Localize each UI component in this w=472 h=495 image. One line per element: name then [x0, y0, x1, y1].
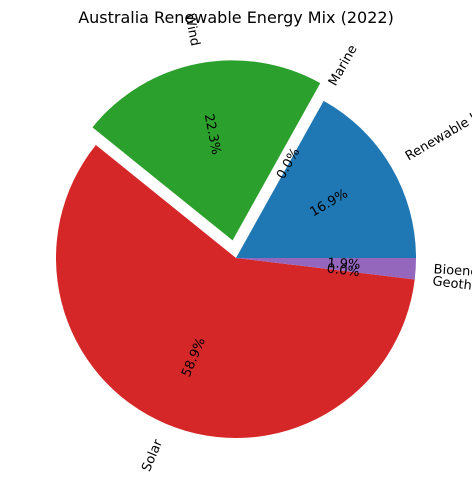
category-label-wind: Wind: [181, 12, 202, 47]
slice-solar: [56, 145, 415, 439]
category-label-solar: Solar: [139, 437, 166, 474]
pie-slices: [56, 60, 416, 439]
pct-label-geothermal: 0.0%: [326, 261, 361, 280]
category-label-bioenergy: Bioenergy: [433, 262, 472, 281]
slice-wind: [92, 60, 321, 241]
chart-title: Australia Renewable Energy Mix (2022): [78, 8, 394, 27]
category-label-marine: Marine: [326, 43, 361, 89]
category-label-renewable-hydropower: Renewable hydropower: [403, 74, 472, 165]
slice-bioenergy: [236, 258, 416, 280]
slice-renewable-hydropower: [236, 100, 416, 258]
pct-label-bioenergy: 1.9%: [327, 256, 361, 273]
